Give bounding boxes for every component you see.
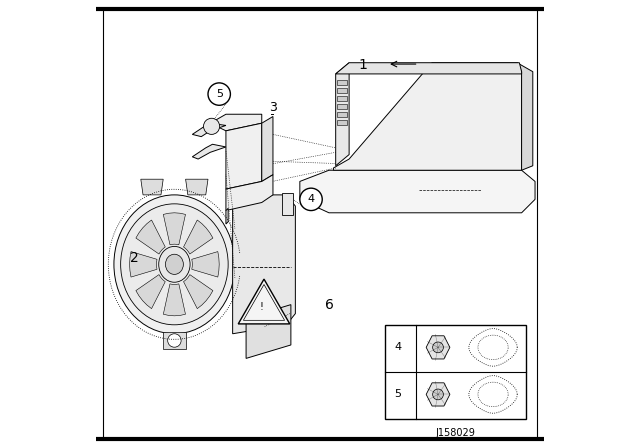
Text: 5: 5 [216, 89, 223, 99]
Text: 4: 4 [307, 194, 315, 204]
Text: 4: 4 [394, 342, 401, 353]
Bar [337, 104, 347, 109]
Text: !: ! [260, 302, 264, 312]
Bar [337, 88, 347, 93]
Circle shape [168, 334, 181, 347]
Polygon shape [262, 116, 273, 181]
Circle shape [433, 389, 444, 400]
Polygon shape [226, 175, 273, 211]
Polygon shape [130, 252, 157, 277]
Text: J158029: J158029 [436, 428, 476, 438]
Polygon shape [226, 123, 262, 189]
Bar [337, 112, 347, 117]
Polygon shape [186, 179, 208, 195]
Polygon shape [333, 63, 522, 170]
Text: 1: 1 [358, 58, 367, 72]
Circle shape [204, 118, 220, 134]
Circle shape [433, 342, 444, 353]
Ellipse shape [114, 195, 235, 334]
Polygon shape [163, 213, 186, 245]
Polygon shape [136, 275, 165, 309]
Text: 5: 5 [394, 389, 401, 400]
Polygon shape [233, 195, 296, 334]
Circle shape [208, 83, 230, 105]
Bar [337, 96, 347, 101]
Polygon shape [336, 63, 522, 74]
Bar [337, 80, 347, 85]
Bar [385, 325, 526, 419]
Polygon shape [426, 383, 450, 406]
Polygon shape [192, 252, 220, 277]
Polygon shape [163, 284, 186, 316]
Ellipse shape [159, 246, 190, 282]
Polygon shape [184, 275, 213, 309]
Polygon shape [136, 220, 165, 254]
Polygon shape [226, 208, 228, 224]
Ellipse shape [165, 254, 184, 274]
Text: 2: 2 [130, 250, 138, 265]
Bar [163, 332, 186, 349]
Text: 3: 3 [269, 101, 277, 114]
Text: 6: 6 [324, 297, 333, 312]
Circle shape [300, 188, 323, 211]
Polygon shape [141, 179, 163, 195]
Polygon shape [192, 123, 226, 137]
Polygon shape [517, 63, 533, 170]
Polygon shape [210, 114, 262, 131]
Polygon shape [282, 193, 293, 215]
Polygon shape [238, 279, 290, 324]
Bar [337, 120, 347, 125]
Polygon shape [184, 220, 213, 254]
Polygon shape [426, 336, 450, 359]
Ellipse shape [120, 204, 228, 325]
Polygon shape [300, 170, 535, 213]
Polygon shape [246, 305, 291, 358]
Polygon shape [336, 63, 349, 166]
Polygon shape [192, 144, 226, 159]
